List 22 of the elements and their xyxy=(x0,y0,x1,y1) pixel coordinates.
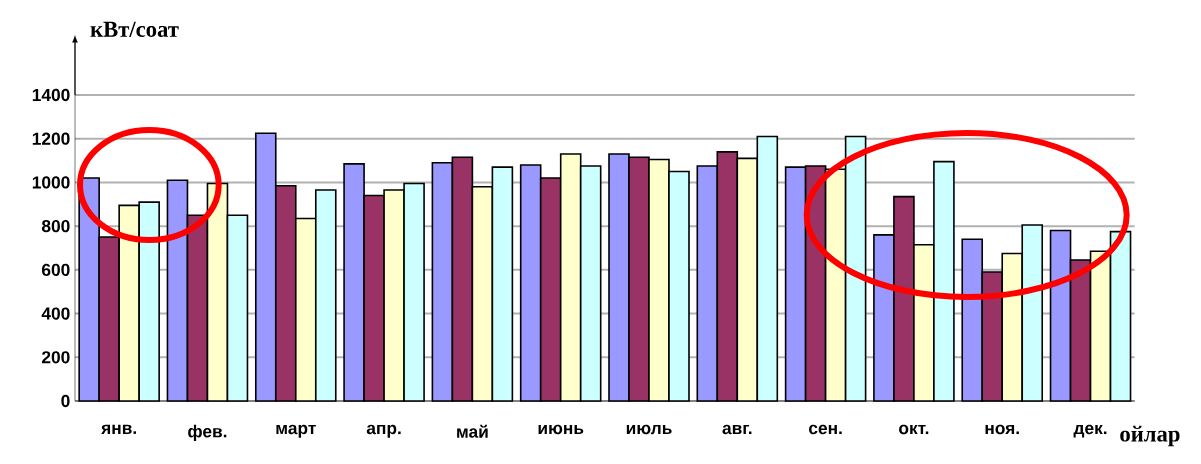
y-axis-title: кВт/соат xyxy=(90,21,179,37)
x-tick-label: фев. xyxy=(188,424,227,441)
x-tick-label: сен. xyxy=(809,424,842,435)
x-tick-label: июль xyxy=(626,424,672,435)
x-tick-label: апр. xyxy=(366,424,401,438)
x-tick-label: авг. xyxy=(722,424,752,435)
y-tick-label: 400 xyxy=(41,307,70,320)
y-tick-label: 200 xyxy=(41,351,70,364)
y-tick-label: 600 xyxy=(42,263,70,276)
x-tick-label: янв. xyxy=(101,424,136,434)
y-tick-label: 0 xyxy=(61,394,70,408)
y-tick-label: 800 xyxy=(41,220,70,233)
x-axis-title: ойлар xyxy=(1120,425,1180,447)
x-tick-label: окт. xyxy=(899,424,929,435)
y-tick-label: 1200 xyxy=(32,132,70,145)
x-tick-label: март xyxy=(276,424,316,438)
y-tick-label: 1400 xyxy=(32,88,70,102)
x-tick-label: дек. xyxy=(1073,424,1107,438)
y-tick-label: 1000 xyxy=(32,176,70,189)
x-tick-label: май xyxy=(457,424,488,438)
x-tick-label: ноя. xyxy=(985,424,1019,435)
x-tick-label: июнь xyxy=(538,424,584,435)
